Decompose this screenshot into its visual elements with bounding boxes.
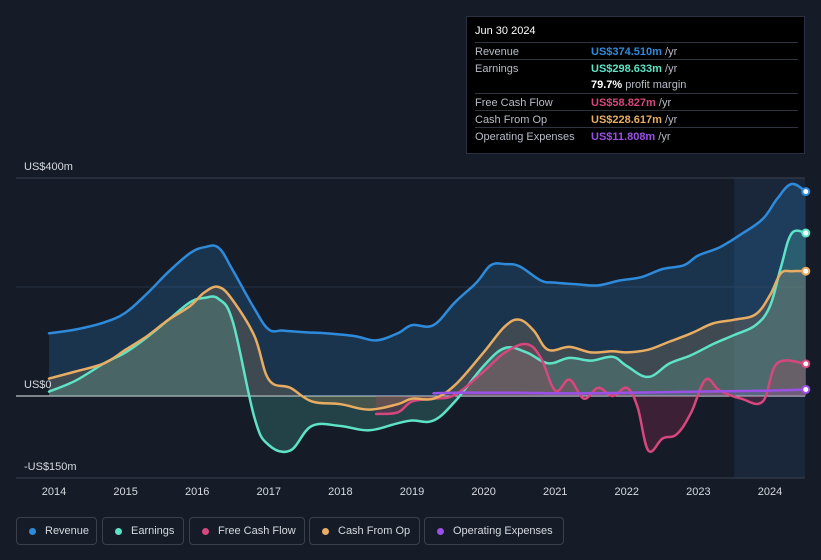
end-marker-operating-expenses [801,384,811,394]
tooltip-value-number: US$298.633m [591,63,662,75]
tooltip-value-unit: /yr [655,97,672,109]
tooltip-value-number: 79.7% [591,79,623,91]
tooltip-label: Revenue [475,46,520,58]
tooltip-row-operating-expenses: Operating Expenses US$11.808m /yr [475,127,798,145]
tooltip-row-free-cash-flow: Free Cash Flow US$58.827m /yr [475,93,798,111]
tooltip-value-number: US$11.808m [591,131,656,143]
tooltip-row-profit-margin: 79.7% profit margin [475,76,798,93]
legend-label: Earnings [131,525,175,537]
tooltip-date: Jun 30 2024 [475,25,536,37]
x-tick-label: 2019 [400,486,424,498]
legend-item-revenue[interactable]: Revenue [16,517,97,545]
end-marker-free-cash-flow [801,359,811,369]
x-tick-label: 2023 [686,486,710,498]
x-tick-label: 2022 [615,486,639,498]
area-operating-expenses [433,389,806,396]
legend-dot [437,528,444,535]
tooltip-value: US$374.510m /yr [591,46,677,58]
tooltip-value: US$11.808m /yr [591,131,671,143]
tooltip-value-unit: /yr [661,114,678,126]
legend-item-earnings[interactable]: Earnings [102,517,184,545]
x-tick-label: 2024 [758,486,782,498]
x-tick-label: 2016 [185,486,209,498]
series-lines [47,182,808,454]
legend-label: Cash From Op [338,525,411,537]
area-earnings [49,230,806,452]
end-marker-cash-from-op [801,266,811,276]
tooltip-row-cash-from-op: Cash From Op US$228.617m /yr [475,110,798,128]
tooltip-value: US$58.827m /yr [591,97,671,109]
tooltip-value: US$298.633m /yr [591,63,677,75]
legend-item-operating-expenses[interactable]: Operating Expenses [424,517,564,545]
legend-label: Revenue [45,525,90,537]
series-end-markers [801,187,811,394]
gridlines [16,177,805,479]
line-earnings [47,229,808,454]
tooltip-value: US$228.617m /yr [591,114,677,126]
legend-dot [202,528,209,535]
forecast-region [734,178,805,478]
end-marker-revenue [801,187,811,197]
x-tick-label: 2018 [328,486,352,498]
tooltip-label: Earnings [475,63,519,75]
legend-label: Free Cash Flow [218,525,296,537]
tooltip-value-number: US$58.827m [591,97,656,109]
tooltip-row-earnings: Earnings US$298.633m /yr [475,59,798,77]
legend-item-cash-from-op[interactable]: Cash From Op [309,517,420,545]
tooltip-value-unit: /yr [661,63,678,75]
line-cash-from-op [47,269,808,411]
legend-item-free-cash-flow[interactable]: Free Cash Flow [189,517,305,545]
x-tick-label: 2017 [257,486,281,498]
y-tick-label: -US$150m [24,461,77,473]
forecast-shade [734,178,805,478]
tooltip-value-number: US$374.510m [591,46,662,58]
legend-dot [115,528,122,535]
x-tick-label: 2014 [42,486,66,498]
tooltip-value: 79.7% profit margin [591,79,686,91]
tooltip-value-number: US$228.617m [591,114,662,126]
tooltip-label: Cash From Op [475,114,548,126]
tooltip-label: Free Cash Flow [475,97,553,109]
end-marker-earnings [801,228,811,238]
tooltip-value-unit: profit margin [622,79,687,91]
tooltip-value-unit: /yr [661,46,678,58]
tooltip-panel: Jun 30 2024 Revenue US$374.510m /yr Earn… [466,16,805,154]
x-tick-label: 2020 [471,486,495,498]
y-axis: US$400m US$0 -US$150m [24,161,77,473]
x-tick-label: 2015 [113,486,137,498]
y-tick-label: US$0 [24,379,52,391]
y-tick-label: US$400m [24,161,73,173]
line-revenue [47,182,808,342]
legend-dot [322,528,329,535]
tooltip-value-unit: /yr [655,131,671,143]
area-cash-from-op [49,270,806,410]
x-tick-label: 2021 [543,486,567,498]
tooltip-label: Operating Expenses [475,131,575,143]
legend-label: Operating Expenses [453,525,553,537]
x-axis: 2014 2015 2016 2017 2018 2019 2020 2021 2022 2023… [42,486,782,498]
line-operating-expenses [432,388,808,395]
tooltip-row-revenue: Revenue US$374.510m /yr [475,42,798,60]
legend-dot [29,528,36,535]
